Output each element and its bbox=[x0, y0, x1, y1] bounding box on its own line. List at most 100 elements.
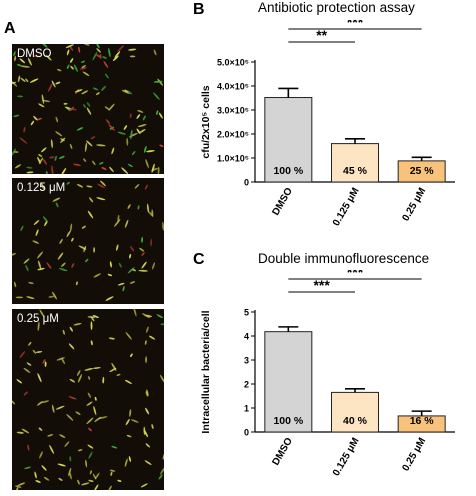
bacterium bbox=[99, 162, 104, 165]
bacterium bbox=[41, 147, 47, 153]
y-tick-label: 0 bbox=[244, 178, 249, 188]
bacterium bbox=[127, 204, 131, 209]
bacterium bbox=[102, 56, 107, 59]
bacterium bbox=[87, 444, 94, 449]
bacteria-field bbox=[12, 309, 164, 490]
bacterium bbox=[86, 185, 93, 188]
bacterium bbox=[45, 55, 52, 61]
bacterium bbox=[126, 434, 132, 438]
bacterium bbox=[46, 262, 52, 269]
bacterium bbox=[101, 167, 107, 170]
bacterium bbox=[70, 223, 73, 232]
bacterium bbox=[64, 106, 71, 110]
bar-value-label: 45 % bbox=[343, 165, 368, 177]
bacterium bbox=[92, 51, 98, 61]
bacterium bbox=[38, 103, 45, 108]
bacterium bbox=[29, 78, 39, 83]
bacterium bbox=[145, 356, 148, 364]
bacterium bbox=[19, 351, 26, 359]
bacterium bbox=[145, 314, 153, 318]
bacterium bbox=[89, 197, 94, 203]
bacterium bbox=[51, 80, 56, 88]
bacterium bbox=[162, 221, 164, 231]
bacterium bbox=[28, 281, 34, 285]
bacterium bbox=[93, 273, 101, 278]
bacterium bbox=[94, 416, 102, 423]
bacterium bbox=[70, 65, 74, 70]
y-tick-label: 4 bbox=[244, 332, 249, 342]
bacterium bbox=[115, 244, 119, 251]
bacterium bbox=[104, 73, 109, 79]
bacterium bbox=[156, 110, 159, 115]
bacterium bbox=[76, 127, 84, 131]
bacterium bbox=[145, 159, 149, 169]
bacterium bbox=[87, 210, 94, 219]
bacterium bbox=[157, 166, 160, 174]
significance-label: ** bbox=[316, 27, 327, 43]
bacterium bbox=[160, 323, 164, 326]
bacterium bbox=[114, 51, 121, 59]
bacterium bbox=[87, 392, 92, 398]
bacterium bbox=[96, 48, 101, 53]
bacterium bbox=[13, 51, 16, 56]
bacterium bbox=[66, 230, 71, 238]
bacterium bbox=[33, 55, 42, 58]
bar-value-label: 40 % bbox=[343, 415, 368, 427]
bacterium bbox=[69, 144, 73, 149]
bacterium bbox=[116, 373, 121, 376]
bacterium bbox=[129, 409, 132, 417]
bacterium bbox=[137, 109, 144, 113]
bacterium bbox=[63, 102, 68, 105]
bacterium bbox=[23, 367, 31, 373]
bacterium bbox=[42, 359, 46, 364]
bacterium bbox=[61, 167, 67, 174]
bacterium bbox=[41, 94, 45, 104]
bacterium bbox=[90, 136, 96, 140]
y-tick-label: 5.0×10⁵ bbox=[217, 58, 249, 68]
bacterium bbox=[61, 358, 65, 365]
bacterium bbox=[153, 49, 157, 56]
bacterium bbox=[121, 167, 129, 174]
bacterium bbox=[54, 155, 57, 162]
bacterium bbox=[117, 131, 126, 135]
bacterium bbox=[127, 163, 133, 168]
y-tick-label: 3 bbox=[244, 356, 249, 366]
bacterium bbox=[109, 261, 112, 268]
bacterium bbox=[66, 49, 70, 56]
bacterium bbox=[108, 337, 115, 340]
bacterium bbox=[86, 401, 93, 406]
bacterium bbox=[37, 156, 41, 164]
bacterium bbox=[97, 183, 105, 189]
bacterium bbox=[88, 376, 91, 380]
bacterium bbox=[78, 46, 81, 53]
bacterium bbox=[48, 83, 53, 92]
bacterium bbox=[23, 258, 30, 264]
bacterium bbox=[93, 247, 95, 253]
bacterium bbox=[14, 164, 22, 169]
bacterium bbox=[125, 418, 130, 426]
bacterium bbox=[86, 107, 92, 115]
bacterium bbox=[55, 81, 61, 85]
bacterium bbox=[144, 460, 152, 465]
bacterium bbox=[37, 401, 43, 406]
bacterium bbox=[129, 55, 136, 58]
bacterium bbox=[124, 219, 129, 228]
bacterium bbox=[90, 321, 93, 330]
bacterium bbox=[20, 225, 24, 232]
bacterium bbox=[26, 166, 33, 169]
bacterium bbox=[16, 64, 22, 67]
bar-value-label: 16 % bbox=[410, 415, 435, 427]
bacterium bbox=[28, 341, 32, 346]
bacterium bbox=[134, 183, 140, 189]
x-tick-label: 0.25 μM bbox=[400, 436, 428, 473]
bacterium bbox=[58, 477, 63, 481]
bacterium bbox=[111, 445, 118, 449]
bacterium bbox=[66, 414, 74, 421]
bacterium bbox=[126, 137, 129, 146]
bacterium bbox=[123, 125, 128, 130]
bacterium bbox=[13, 114, 20, 118]
bacterium bbox=[52, 197, 61, 202]
bacterium bbox=[35, 350, 43, 354]
bacterium bbox=[73, 64, 78, 72]
bacterium bbox=[33, 220, 40, 225]
